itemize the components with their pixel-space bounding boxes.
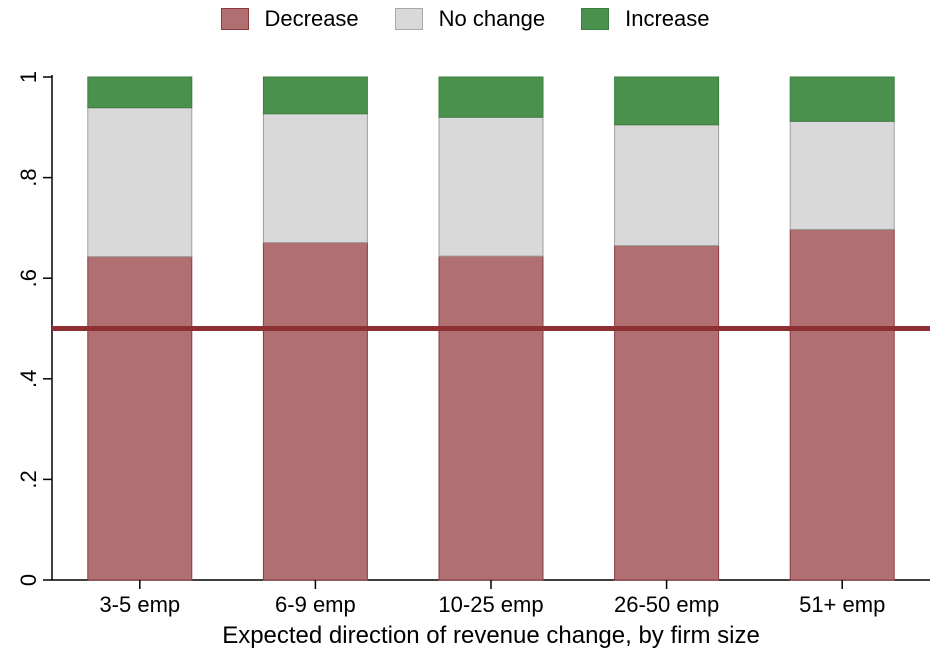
y-tick-label-5: 1 (16, 71, 41, 83)
bar-no-change-3 (614, 124, 720, 247)
bar-decrease-4 (789, 228, 895, 581)
x-tick-label-1: 6-9 emp (275, 592, 356, 617)
legend-label-decrease: Decrease (264, 6, 359, 31)
bar-decrease-0 (87, 256, 193, 581)
y-tick-label-4: .8 (16, 168, 41, 186)
bar-no-change-4 (789, 120, 895, 230)
legend-item-no-change: No change (394, 6, 546, 32)
x-tick-label-0: 3-5 emp (99, 592, 180, 617)
bar-increase-4 (789, 76, 895, 122)
legend-label-increase: Increase (625, 6, 710, 31)
x-tick-label-4: 51+ emp (799, 592, 885, 617)
bar-increase-3 (614, 76, 720, 126)
y-tick-label-0: 0 (16, 574, 41, 586)
bar-no-change-1 (262, 113, 368, 243)
bar-no-change-2 (438, 116, 544, 257)
y-tick-label-3: .6 (16, 269, 41, 287)
legend-swatch-no-change (394, 8, 423, 30)
x-tick-label-3: 26-50 emp (614, 592, 719, 617)
legend-label-no-change: No change (438, 6, 546, 31)
legend: Decrease No change Increase (0, 6, 930, 32)
x-axis-title: Expected direction of revenue change, by… (222, 622, 760, 649)
bar-increase-0 (87, 76, 193, 109)
y-tick-label-2: .4 (16, 370, 41, 388)
x-tick-label-2: 10-25 emp (438, 592, 543, 617)
bar-decrease-2 (438, 255, 544, 581)
legend-swatch-increase (581, 8, 610, 30)
bar-increase-1 (262, 76, 368, 115)
legend-swatch-decrease (220, 8, 249, 30)
legend-item-decrease: Decrease (220, 6, 359, 32)
bar-decrease-1 (262, 241, 368, 581)
bar-increase-2 (438, 76, 544, 118)
y-tick-label-1: .2 (16, 470, 41, 488)
bar-decrease-3 (614, 245, 720, 581)
legend-item-increase: Increase (581, 6, 709, 32)
bar-no-change-0 (87, 107, 193, 258)
